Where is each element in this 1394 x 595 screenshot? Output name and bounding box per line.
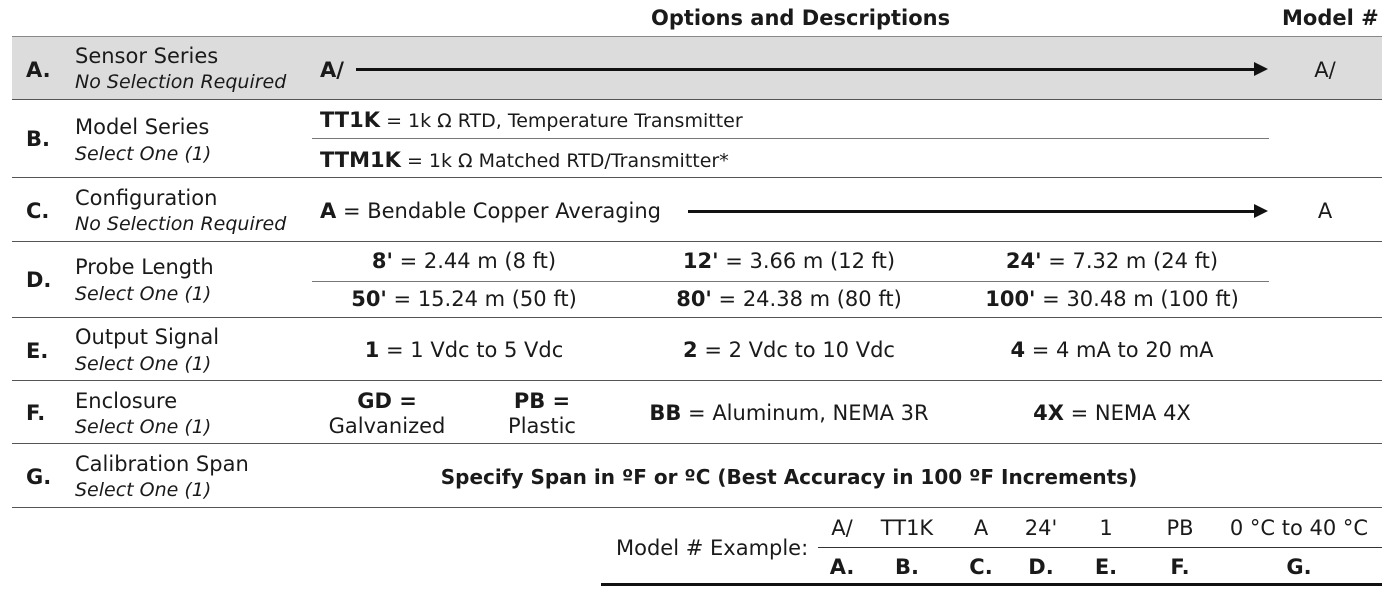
row-divider-c	[12, 241, 1382, 242]
row-c-option-code: A	[320, 199, 337, 223]
example-value-d: 24'	[1024, 516, 1058, 540]
model-example-label: Model # Example:	[616, 536, 809, 560]
row-a-subtitle: No Selection Required	[75, 71, 287, 93]
row-c-subtitle: No Selection Required	[75, 213, 287, 235]
row-b-option-1: TT1K = 1k Ω RTD, Temperature Transmitter	[320, 108, 743, 132]
row-g-title: Calibration Span	[75, 452, 249, 476]
row-divider-d	[12, 317, 1382, 318]
row-b-option-2-desc: = 1k Ω Matched RTD/Transmitter*	[400, 150, 729, 172]
row-g-subtitle: Select One (1)	[75, 479, 212, 501]
row-d-option: 8' = 2.44 m (8 ft)	[371, 249, 557, 273]
example-letter-d: D.	[1028, 555, 1054, 579]
row-divider-b	[12, 177, 1382, 178]
row-c-option-desc: = Bendable Copper Averaging	[336, 199, 661, 223]
row-d-option: 80' = 24.38 m (80 ft)	[676, 287, 902, 311]
example-bottom-rule	[601, 583, 1382, 586]
example-letter-c: C.	[969, 555, 993, 579]
model-header: Model #	[1282, 6, 1379, 30]
row-d-option: 12' = 3.66 m (12 ft)	[682, 249, 896, 273]
row-e-subtitle: Select One (1)	[75, 353, 212, 375]
row-b-title: Model Series	[75, 115, 210, 139]
example-value-a: A/	[831, 516, 853, 540]
example-value-g: 0 °C to 40 °C	[1229, 516, 1369, 540]
row-f-gd-desc: Galvanized	[328, 414, 446, 438]
row-f-letter: F.	[26, 401, 46, 425]
row-c-arrow	[688, 204, 1268, 218]
row-divider-a	[12, 99, 1382, 100]
header-divider	[12, 36, 1382, 37]
row-a-letter: A.	[26, 58, 51, 82]
row-f-gd-code: GD =	[357, 389, 417, 413]
row-d-option: 50' = 15.24 m (50 ft)	[351, 287, 577, 311]
row-a-arrow	[356, 62, 1268, 76]
row-d-subtitle: Select One (1)	[75, 283, 212, 305]
row-a-model-value: A/	[1314, 58, 1336, 82]
row-f-title: Enclosure	[75, 389, 178, 413]
row-f-subtitle: Select One (1)	[75, 416, 212, 438]
row-c-option: A = Bendable Copper Averaging	[320, 199, 661, 223]
row-e-letter: E.	[26, 339, 49, 363]
row-d-title: Probe Length	[75, 255, 214, 279]
example-value-c: A	[973, 516, 989, 540]
row-a-title: Sensor Series	[75, 44, 219, 68]
row-g-letter: G.	[26, 465, 52, 489]
example-letter-a: A.	[829, 555, 855, 579]
row-b-option-2: TTM1K = 1k Ω Matched RTD/Transmitter*	[320, 148, 729, 172]
row-f-pb-desc: Plastic	[508, 414, 576, 438]
row-d-inner-divider	[312, 281, 1269, 282]
row-divider-e	[12, 380, 1382, 381]
example-value-f: PB	[1166, 516, 1194, 540]
row-e-title: Output Signal	[75, 325, 220, 349]
row-g-option: Specify Span in ºF or ºC (Best Accuracy …	[440, 465, 1138, 489]
example-value-e: 1	[1099, 516, 1113, 540]
row-b-option-1-code: TT1K	[320, 108, 381, 132]
row-c-title: Configuration	[75, 186, 218, 210]
row-f-4x-option: 4X = NEMA 4X	[1033, 401, 1191, 425]
options-header: Options and Descriptions	[651, 6, 951, 30]
row-f-pb-code: PB =	[513, 389, 571, 413]
row-d-option: 24' = 7.32 m (24 ft)	[1005, 249, 1219, 273]
row-d-letter: D.	[26, 268, 52, 292]
example-letter-e: E.	[1094, 555, 1118, 579]
row-c-letter: C.	[26, 199, 50, 223]
example-value-b: TT1K	[880, 516, 934, 540]
row-e-option: 4 = 4 mA to 20 mA	[1010, 338, 1214, 362]
example-letter-f: F.	[1170, 555, 1190, 579]
row-divider-g	[12, 507, 1382, 508]
row-e-option: 1 = 1 Vdc to 5 Vdc	[364, 338, 564, 362]
example-letter-g: G.	[1286, 555, 1312, 579]
row-b-inner-divider	[312, 138, 1269, 139]
row-e-option: 2 = 2 Vdc to 10 Vdc	[683, 338, 895, 362]
row-f-bb-option: BB = Aluminum, NEMA 3R	[649, 401, 929, 425]
example-divider	[818, 547, 1382, 548]
row-b-option-2-code: TTM1K	[320, 148, 401, 172]
row-d-option: 100' = 30.48 m (100 ft)	[985, 287, 1239, 311]
row-b-letter: B.	[26, 127, 50, 151]
row-c-model-value: A	[1317, 199, 1333, 223]
row-a-option: A/	[320, 58, 344, 82]
example-letter-b: B.	[895, 555, 919, 579]
row-divider-f	[12, 443, 1382, 444]
row-b-subtitle: Select One (1)	[75, 143, 212, 165]
row-b-option-1-desc: = 1k Ω RTD, Temperature Transmitter	[380, 110, 743, 132]
